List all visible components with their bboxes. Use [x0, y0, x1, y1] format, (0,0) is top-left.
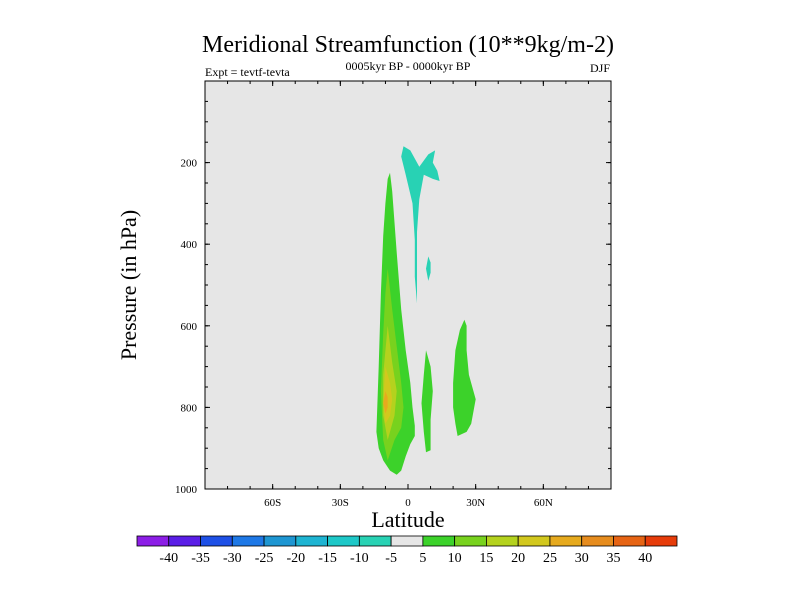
colorbar-swatch — [231, 535, 265, 547]
contour-region-positive-cell-mid — [421, 350, 433, 453]
colorbar-swatch — [263, 535, 297, 547]
colorbar-label: -35 — [191, 551, 210, 566]
colorbar-label: 40 — [638, 551, 652, 566]
contour-region-positive-cell-north — [453, 319, 476, 436]
colorbar-label: 35 — [606, 551, 620, 566]
contour-region-negative-cell-upper — [401, 146, 440, 304]
colorbar: -40 -35 -30 -25 -20 -15 -10 -5 5 10 15 20 25 30 35 40 — [136, 535, 678, 566]
colorbar-swatch — [454, 535, 487, 547]
x-axis-label: Latitude — [371, 507, 444, 532]
colorbar-label: 15 — [479, 551, 493, 566]
colorbar-swatch — [136, 535, 170, 547]
colorbar-label: -25 — [255, 551, 274, 566]
colorbar-swatch — [422, 535, 456, 547]
contour-region-positive-cell-main-peak — [383, 391, 388, 414]
colorbar-label: -40 — [159, 551, 178, 566]
y-tick-label: 1000 — [175, 484, 198, 496]
colorbar-swatch — [644, 535, 678, 547]
colorbar-label: 30 — [575, 551, 589, 566]
colorbar-label: 25 — [543, 551, 557, 566]
colorbar-label: 20 — [511, 551, 525, 566]
x-tick-label: 30N — [466, 497, 485, 509]
y-tick-label: 800 — [181, 402, 198, 414]
colorbar-label: 10 — [448, 551, 462, 566]
colorbar-swatch — [613, 535, 646, 547]
colorbar-swatch — [390, 535, 424, 547]
contour-regions — [376, 146, 476, 475]
colorbar-label: -20 — [286, 551, 305, 566]
y-tick-label: 200 — [181, 158, 198, 170]
colorbar-label: 5 — [419, 551, 426, 566]
axis-ticks: 60S 30S 0 30N 60N 200 400 600 800 1000 — [175, 80, 612, 509]
contour-region-negative-cell-small — [426, 256, 431, 281]
y-tick-label: 600 — [181, 321, 198, 333]
y-axis-label: Pressure (in hPa) — [116, 210, 141, 360]
colorbar-label: -5 — [385, 551, 397, 566]
x-tick-label: 60N — [534, 497, 553, 509]
y-tick-label: 400 — [181, 239, 198, 251]
x-tick-label: 0 — [405, 497, 411, 509]
colorbar-swatch — [358, 535, 392, 547]
colorbar-swatch — [327, 535, 360, 547]
colorbar-swatch — [200, 535, 233, 547]
colorbar-label: -10 — [350, 551, 369, 566]
chart-subtitle: 0005kyr BP - 0000kyr BP — [346, 59, 471, 73]
colorbar-swatch — [517, 535, 551, 547]
colorbar-swatch — [486, 535, 519, 547]
colorbar-label: -30 — [223, 551, 242, 566]
colorbar-swatch — [168, 535, 201, 547]
colorbar-swatch — [295, 535, 328, 547]
chart-right-label: DJF — [590, 61, 610, 75]
chart-title: Meridional Streamfunction (10**9kg/m-2) — [202, 32, 614, 58]
colorbar-label: -15 — [318, 551, 337, 566]
chart-left-label: Expt = tevtf-tevta — [205, 65, 290, 79]
x-tick-label: 60S — [264, 497, 281, 509]
colorbar-swatch — [549, 535, 583, 547]
x-tick-label: 30S — [332, 497, 349, 509]
colorbar-swatch — [581, 535, 614, 547]
